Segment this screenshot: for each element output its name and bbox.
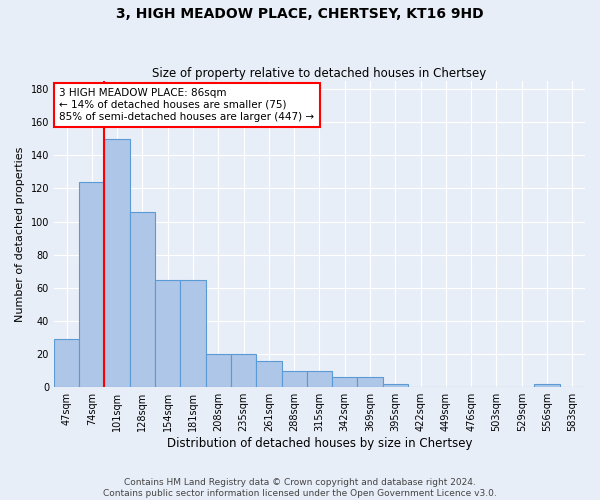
Bar: [181, 280, 206, 387]
Text: 3, HIGH MEADOW PLACE, CHERTSEY, KT16 9HD: 3, HIGH MEADOW PLACE, CHERTSEY, KT16 9HD: [116, 8, 484, 22]
Bar: [256, 360, 281, 387]
Title: Size of property relative to detached houses in Chertsey: Size of property relative to detached ho…: [152, 66, 487, 80]
Bar: [79, 182, 104, 387]
Bar: [281, 370, 307, 387]
Bar: [535, 384, 560, 387]
X-axis label: Distribution of detached houses by size in Chertsey: Distribution of detached houses by size …: [167, 437, 472, 450]
Bar: [358, 378, 383, 387]
Bar: [383, 384, 408, 387]
Bar: [332, 378, 358, 387]
Bar: [206, 354, 231, 387]
Text: Contains HM Land Registry data © Crown copyright and database right 2024.
Contai: Contains HM Land Registry data © Crown c…: [103, 478, 497, 498]
Text: 3 HIGH MEADOW PLACE: 86sqm
← 14% of detached houses are smaller (75)
85% of semi: 3 HIGH MEADOW PLACE: 86sqm ← 14% of deta…: [59, 88, 314, 122]
Bar: [155, 280, 181, 387]
Bar: [307, 370, 332, 387]
Bar: [231, 354, 256, 387]
Bar: [130, 212, 155, 387]
Bar: [54, 339, 79, 387]
Y-axis label: Number of detached properties: Number of detached properties: [15, 146, 25, 322]
Bar: [104, 138, 130, 387]
